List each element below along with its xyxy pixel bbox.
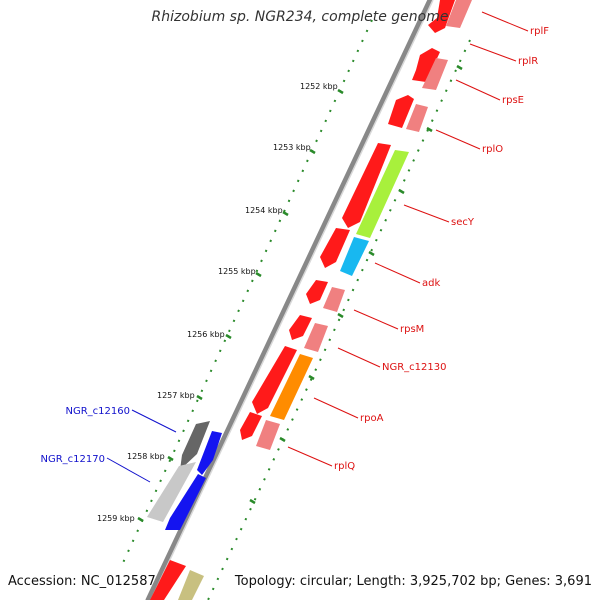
tick-label-1254: 1254 kbp bbox=[245, 206, 283, 215]
gene-label-NGR_c12160: NGR_c12160 bbox=[66, 406, 131, 417]
gene-label-secY: secY bbox=[451, 217, 475, 228]
dotted-track-outer bbox=[121, 19, 373, 566]
gene-box-NGR_c12130 bbox=[304, 323, 328, 352]
gene-arrow-rplF-a bbox=[428, 0, 455, 33]
kbp-ticks: 1252 kbp 1253 kbp 1254 kbp 1255 kbp 1256… bbox=[97, 82, 344, 523]
genome-title: Rhizobium sp. NGR234, complete genome bbox=[151, 9, 449, 25]
tick-1252 bbox=[337, 88, 344, 95]
inner-tick bbox=[249, 498, 256, 505]
topology-text: Topology: circular; Length: 3,925,702 bp… bbox=[234, 574, 592, 589]
gene-box-rplF bbox=[446, 0, 472, 28]
leader-NGR_c12170 bbox=[106, 457, 151, 483]
tick-1257 bbox=[196, 394, 203, 401]
backbone-highlight bbox=[150, 0, 434, 600]
gene-box-rpoA-orange bbox=[270, 354, 313, 420]
second-lane-genes bbox=[178, 0, 472, 600]
gene-arrow-rplQ bbox=[240, 412, 262, 440]
inner-tick bbox=[308, 374, 315, 381]
tick-label-1258: 1258 kbp bbox=[127, 452, 165, 461]
tick-label-1256: 1256 kbp bbox=[187, 330, 225, 339]
inner-tick bbox=[368, 250, 375, 257]
gene-box-adk-cyan bbox=[340, 237, 369, 276]
gene-label-adk: adk bbox=[422, 278, 440, 289]
leader-rpoA bbox=[313, 397, 359, 419]
genome-backbone bbox=[145, 0, 433, 600]
gene-label-rplO: rplO bbox=[482, 144, 503, 155]
leader-NGR_c12130 bbox=[337, 347, 381, 368]
tick-1255 bbox=[255, 271, 262, 278]
gene-arrow-rplR bbox=[412, 48, 440, 82]
reverse-genes bbox=[147, 421, 222, 530]
leader-rplQ bbox=[287, 446, 333, 467]
gene-arrow-rpsE bbox=[388, 95, 414, 128]
gene-label-rplR: rplR bbox=[518, 56, 538, 67]
tick-1253 bbox=[309, 148, 316, 155]
gene-box-rplR bbox=[422, 58, 448, 90]
gene-label-rplF: rplF bbox=[530, 26, 549, 37]
leader-rplO bbox=[435, 129, 481, 150]
inner-tick bbox=[398, 188, 405, 195]
gene-label-NGR_c12130: NGR_c12130 bbox=[382, 362, 447, 373]
leader-lines-right bbox=[287, 11, 529, 467]
tick-label-1259: 1259 kbp bbox=[97, 514, 135, 523]
inner-tick bbox=[279, 436, 286, 443]
gene-label-rpoA: rpoA bbox=[360, 413, 384, 424]
inner-tick bbox=[337, 312, 344, 319]
gene-arrow-blue-2 bbox=[165, 474, 206, 530]
leader-rplR bbox=[469, 43, 517, 62]
gene-arrow-rpoA bbox=[252, 346, 297, 414]
tick-label-1255: 1255 kbp bbox=[218, 267, 256, 276]
tick-label-1252: 1252 kbp bbox=[300, 82, 338, 91]
leader-rpsM bbox=[353, 309, 399, 330]
gene-arrow-bottom bbox=[150, 560, 186, 600]
tick-1256 bbox=[225, 333, 232, 340]
gene-arrow-rpsM bbox=[306, 280, 328, 304]
gene-arrow-blue-1 bbox=[197, 431, 222, 475]
tick-1254 bbox=[282, 210, 289, 217]
gene-labels-right: rplF rplR rpsE rplO secY adk rpsM NGR_c1… bbox=[334, 26, 549, 472]
leader-NGR_c12160 bbox=[131, 409, 177, 433]
inner-tick bbox=[456, 64, 463, 71]
gene-arrow-NGR_c12130 bbox=[289, 315, 312, 340]
gene-label-rplQ: rplQ bbox=[334, 461, 355, 472]
gene-label-rpsE: rpsE bbox=[502, 95, 524, 106]
forward-genes bbox=[150, 0, 455, 600]
leader-secY bbox=[403, 204, 450, 223]
tick-1259 bbox=[137, 516, 144, 523]
leader-adk bbox=[374, 262, 421, 284]
gene-labels-left: NGR_c12160 NGR_c12170 bbox=[41, 406, 131, 465]
inner-track-ticks bbox=[249, 64, 463, 505]
gene-arrow-adk bbox=[320, 228, 350, 268]
gene-label-rpsM: rpsM bbox=[400, 324, 424, 335]
tick-label-1253: 1253 kbp bbox=[273, 143, 311, 152]
leader-lines-left bbox=[106, 409, 177, 483]
dotted-track-inner bbox=[207, 39, 471, 600]
leader-rplF bbox=[481, 11, 529, 32]
gene-box-bottom-olive bbox=[178, 570, 204, 600]
gene-box-rpsE bbox=[406, 104, 428, 132]
gene-label-NGR_c12170: NGR_c12170 bbox=[41, 454, 106, 465]
gene-box-rplQ bbox=[256, 420, 280, 450]
leader-rpsE bbox=[455, 79, 501, 101]
tick-label-1257: 1257 kbp bbox=[157, 391, 195, 400]
gene-arrow-NGR_c12160 bbox=[180, 421, 210, 470]
tick-1258 bbox=[167, 455, 174, 462]
gene-box-NGR_c12170 bbox=[147, 462, 196, 522]
gene-box-secY-green bbox=[356, 150, 409, 238]
gene-arrow-secY bbox=[342, 143, 391, 228]
inner-tick bbox=[426, 126, 433, 133]
gene-box-rpsM bbox=[323, 287, 345, 312]
accession-text: Accession: NC_012587 bbox=[8, 574, 156, 589]
